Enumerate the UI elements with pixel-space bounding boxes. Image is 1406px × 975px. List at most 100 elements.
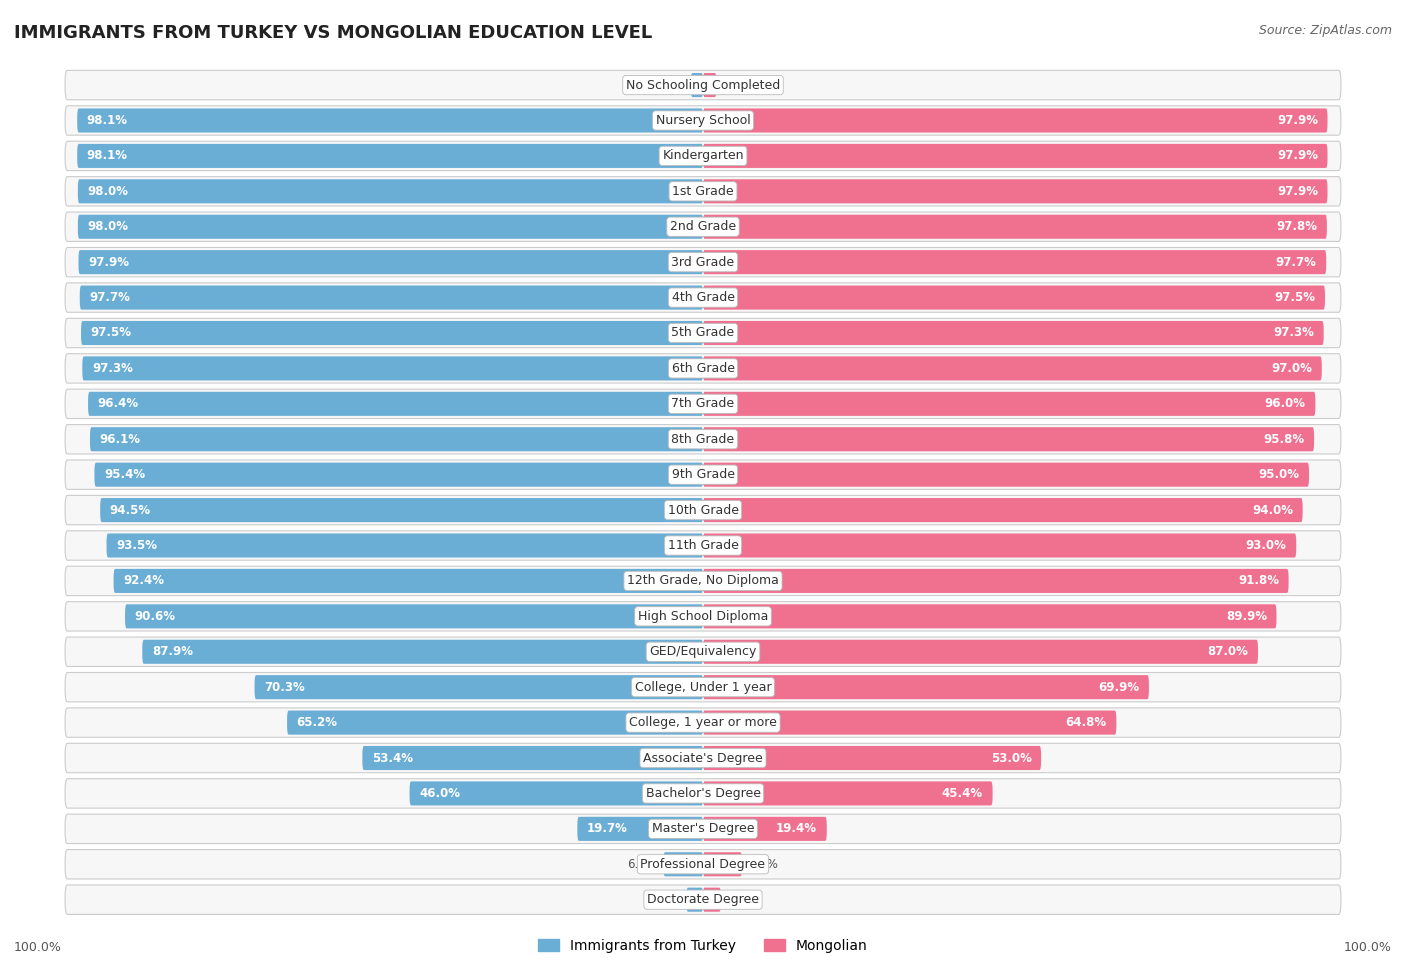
Text: 97.7%: 97.7% bbox=[90, 292, 131, 304]
FancyBboxPatch shape bbox=[65, 885, 1341, 915]
Text: 97.3%: 97.3% bbox=[91, 362, 132, 375]
Text: Source: ZipAtlas.com: Source: ZipAtlas.com bbox=[1258, 24, 1392, 37]
FancyBboxPatch shape bbox=[65, 460, 1341, 489]
Text: 97.0%: 97.0% bbox=[1271, 362, 1312, 375]
Text: 100.0%: 100.0% bbox=[14, 941, 62, 954]
Text: 87.9%: 87.9% bbox=[152, 645, 193, 658]
FancyBboxPatch shape bbox=[82, 321, 703, 345]
Text: 69.9%: 69.9% bbox=[1098, 681, 1139, 693]
FancyBboxPatch shape bbox=[703, 817, 827, 840]
Text: 90.6%: 90.6% bbox=[135, 609, 176, 623]
FancyBboxPatch shape bbox=[65, 176, 1341, 206]
FancyBboxPatch shape bbox=[65, 530, 1341, 561]
FancyBboxPatch shape bbox=[578, 817, 703, 840]
Text: 1st Grade: 1st Grade bbox=[672, 185, 734, 198]
FancyBboxPatch shape bbox=[703, 392, 1316, 416]
Text: 96.0%: 96.0% bbox=[1265, 398, 1306, 410]
Text: 5th Grade: 5th Grade bbox=[672, 327, 734, 339]
Text: 6.1%: 6.1% bbox=[748, 858, 778, 871]
Legend: Immigrants from Turkey, Mongolian: Immigrants from Turkey, Mongolian bbox=[533, 933, 873, 958]
Text: GED/Equivalency: GED/Equivalency bbox=[650, 645, 756, 658]
Text: Nursery School: Nursery School bbox=[655, 114, 751, 127]
Text: 19.7%: 19.7% bbox=[586, 822, 627, 836]
Text: 89.9%: 89.9% bbox=[1226, 609, 1267, 623]
Text: 11th Grade: 11th Grade bbox=[668, 539, 738, 552]
Text: 98.1%: 98.1% bbox=[87, 149, 128, 163]
FancyBboxPatch shape bbox=[703, 427, 1315, 451]
FancyBboxPatch shape bbox=[703, 852, 742, 877]
FancyBboxPatch shape bbox=[703, 214, 1327, 239]
Text: 12th Grade, No Diploma: 12th Grade, No Diploma bbox=[627, 574, 779, 587]
Text: 6.2%: 6.2% bbox=[627, 858, 657, 871]
FancyBboxPatch shape bbox=[703, 568, 1288, 593]
FancyBboxPatch shape bbox=[703, 781, 993, 805]
Text: College, 1 year or more: College, 1 year or more bbox=[628, 716, 778, 729]
FancyBboxPatch shape bbox=[65, 70, 1341, 99]
Text: 4th Grade: 4th Grade bbox=[672, 292, 734, 304]
FancyBboxPatch shape bbox=[65, 814, 1341, 843]
FancyBboxPatch shape bbox=[65, 673, 1341, 702]
FancyBboxPatch shape bbox=[142, 640, 703, 664]
FancyBboxPatch shape bbox=[80, 286, 703, 310]
Text: 95.4%: 95.4% bbox=[104, 468, 145, 482]
FancyBboxPatch shape bbox=[100, 498, 703, 523]
FancyBboxPatch shape bbox=[79, 251, 703, 274]
Text: 45.4%: 45.4% bbox=[942, 787, 983, 800]
Text: 2.1%: 2.1% bbox=[723, 79, 752, 92]
Text: 53.0%: 53.0% bbox=[991, 752, 1032, 764]
Text: 92.4%: 92.4% bbox=[124, 574, 165, 587]
Text: 97.3%: 97.3% bbox=[1274, 327, 1315, 339]
FancyBboxPatch shape bbox=[703, 711, 1116, 734]
Text: 46.0%: 46.0% bbox=[419, 787, 460, 800]
Text: 10th Grade: 10th Grade bbox=[668, 503, 738, 517]
FancyBboxPatch shape bbox=[703, 251, 1326, 274]
FancyBboxPatch shape bbox=[409, 781, 703, 805]
Text: 97.9%: 97.9% bbox=[89, 255, 129, 269]
Text: 97.9%: 97.9% bbox=[1277, 185, 1317, 198]
FancyBboxPatch shape bbox=[65, 354, 1341, 383]
Text: 8th Grade: 8th Grade bbox=[672, 433, 734, 446]
Text: 65.2%: 65.2% bbox=[297, 716, 337, 729]
Text: 96.1%: 96.1% bbox=[100, 433, 141, 446]
FancyBboxPatch shape bbox=[83, 357, 703, 380]
FancyBboxPatch shape bbox=[65, 424, 1341, 454]
FancyBboxPatch shape bbox=[65, 105, 1341, 136]
Text: 6th Grade: 6th Grade bbox=[672, 362, 734, 375]
Text: 97.5%: 97.5% bbox=[90, 327, 132, 339]
Text: Professional Degree: Professional Degree bbox=[641, 858, 765, 871]
FancyBboxPatch shape bbox=[703, 179, 1327, 204]
FancyBboxPatch shape bbox=[703, 604, 1277, 628]
FancyBboxPatch shape bbox=[703, 462, 1309, 487]
Text: 7th Grade: 7th Grade bbox=[672, 398, 734, 410]
Text: 97.8%: 97.8% bbox=[1277, 220, 1317, 233]
FancyBboxPatch shape bbox=[77, 144, 703, 168]
FancyBboxPatch shape bbox=[690, 73, 703, 98]
FancyBboxPatch shape bbox=[114, 568, 703, 593]
FancyBboxPatch shape bbox=[65, 602, 1341, 631]
FancyBboxPatch shape bbox=[65, 566, 1341, 596]
FancyBboxPatch shape bbox=[65, 248, 1341, 277]
Text: 97.5%: 97.5% bbox=[1274, 292, 1316, 304]
FancyBboxPatch shape bbox=[703, 108, 1327, 133]
Text: 19.4%: 19.4% bbox=[776, 822, 817, 836]
FancyBboxPatch shape bbox=[65, 141, 1341, 171]
Text: IMMIGRANTS FROM TURKEY VS MONGOLIAN EDUCATION LEVEL: IMMIGRANTS FROM TURKEY VS MONGOLIAN EDUC… bbox=[14, 24, 652, 42]
FancyBboxPatch shape bbox=[703, 498, 1302, 523]
FancyBboxPatch shape bbox=[77, 108, 703, 133]
Text: College, Under 1 year: College, Under 1 year bbox=[634, 681, 772, 693]
FancyBboxPatch shape bbox=[703, 887, 721, 912]
Text: 53.4%: 53.4% bbox=[373, 752, 413, 764]
FancyBboxPatch shape bbox=[65, 708, 1341, 737]
FancyBboxPatch shape bbox=[107, 533, 703, 558]
Text: 2nd Grade: 2nd Grade bbox=[669, 220, 737, 233]
Text: 97.9%: 97.9% bbox=[1277, 114, 1317, 127]
Text: 70.3%: 70.3% bbox=[264, 681, 305, 693]
Text: 96.4%: 96.4% bbox=[97, 398, 139, 410]
FancyBboxPatch shape bbox=[65, 283, 1341, 312]
FancyBboxPatch shape bbox=[90, 427, 703, 451]
Text: High School Diploma: High School Diploma bbox=[638, 609, 768, 623]
FancyBboxPatch shape bbox=[254, 675, 703, 699]
Text: 3rd Grade: 3rd Grade bbox=[672, 255, 734, 269]
Text: 98.1%: 98.1% bbox=[87, 114, 128, 127]
Text: 1.9%: 1.9% bbox=[655, 79, 685, 92]
